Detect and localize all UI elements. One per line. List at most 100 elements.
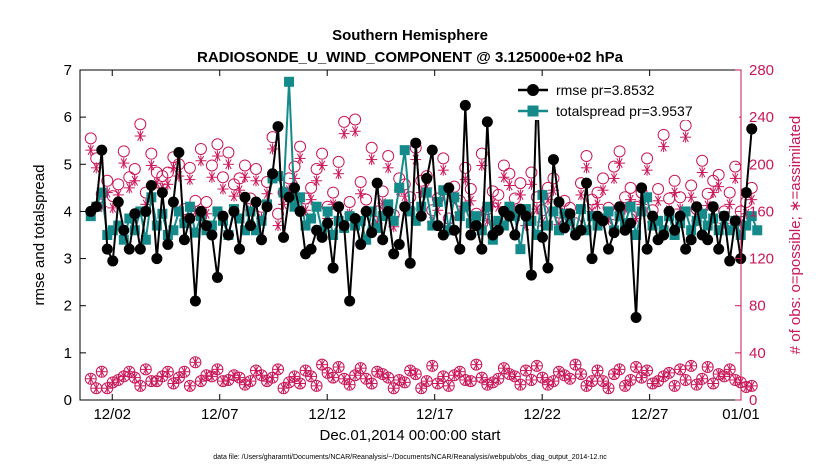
obs-possible-point <box>503 167 516 180</box>
x-tick-label: 01/01 <box>722 406 760 423</box>
totalspread-point <box>394 182 405 193</box>
y-axis-label-right: # of obs: o=possible; ∗=assimilated <box>787 116 804 355</box>
obs-assimilated-low-point <box>520 365 532 377</box>
obs-possible-point <box>332 155 345 168</box>
obs-assimilated-point <box>211 150 223 162</box>
obs-assimilated-point <box>685 191 697 203</box>
obs-possible-point <box>84 132 97 145</box>
legend-spread-label: totalspread pr=3.9537 <box>556 103 693 119</box>
obs-assimilated-low-point <box>569 359 581 371</box>
obs-assimilated-low-point <box>140 363 152 375</box>
obs-assimilated-low-point <box>492 373 504 385</box>
obs-possible-point <box>211 138 224 151</box>
y-axis-left: 0 1 2 3 4 5 6 7 <box>64 62 86 409</box>
obs-assimilated-low-point <box>525 374 537 386</box>
rmse-point <box>702 234 714 246</box>
obs-assimilated-low-point <box>267 372 279 384</box>
rmse-point <box>189 295 201 307</box>
y-right-tick-label: 40 <box>749 345 766 362</box>
rmse-point <box>558 222 570 234</box>
obs-possible-point <box>327 186 340 199</box>
rmse-point <box>476 243 488 255</box>
obs-assimilated-low-point <box>685 360 697 372</box>
obs-assimilated-point <box>316 159 328 171</box>
totalspread-point <box>432 197 443 207</box>
totalspread-point <box>449 192 460 203</box>
totalspread-point <box>311 201 322 212</box>
obs-assimilated-low-point <box>366 378 378 389</box>
rmse-point <box>101 243 113 255</box>
obs-possible-point <box>674 191 687 204</box>
rmse-point <box>647 210 659 222</box>
footer-datafile: data file: /Users/gharamti/Documents/NCA… <box>213 454 607 461</box>
totalspread-point <box>504 201 515 212</box>
y-tick-label: 4 <box>64 203 72 220</box>
totalspread-point <box>653 215 664 226</box>
rmse-point <box>443 182 455 194</box>
totalspread-point <box>631 230 642 240</box>
rmse-point <box>250 196 262 208</box>
obs-assimilated-point <box>729 172 741 184</box>
obs-possible-point <box>145 147 158 160</box>
totalspread-point <box>410 215 421 226</box>
rmse-point <box>206 229 218 241</box>
totalspread-point <box>388 215 399 226</box>
chart-subtitle: RADIOSONDE_U_WIND_COMPONENT @ 3.125000e+… <box>197 49 624 66</box>
rmse-point <box>355 238 367 250</box>
rmse-point <box>349 213 361 224</box>
rmse-point <box>470 220 482 232</box>
obs-possible-point <box>183 161 196 174</box>
totalspread-point <box>168 225 179 236</box>
obs-assimilated-low-point <box>189 356 201 368</box>
obs-assimilated-point <box>239 171 251 183</box>
rmse-point <box>691 201 703 213</box>
rmse-point <box>465 229 477 241</box>
obs-possible-point <box>459 161 472 174</box>
y-axis-right: 0 40 80 120 160 200 240 280 <box>735 62 774 409</box>
totalspread-point <box>421 187 432 198</box>
obs-assimilated-low-point <box>410 368 422 380</box>
rmse-point <box>669 224 681 236</box>
totalspread-point <box>361 234 372 245</box>
totalspread-point <box>140 234 151 245</box>
obs-assimilated-point <box>680 131 692 143</box>
obs-assimilated-low-point <box>669 380 681 392</box>
rmse-point <box>724 255 736 267</box>
totalspread-point <box>746 211 757 222</box>
obs-possible-point <box>712 168 725 181</box>
obs-possible-point <box>200 196 213 208</box>
obs-possible-point <box>624 181 637 194</box>
obs-assimilated-point <box>580 162 592 174</box>
obs-possible-point <box>696 154 709 167</box>
obs-assimilated-low-point <box>437 370 449 382</box>
obs-possible-point <box>668 174 681 187</box>
totalspread-point <box>493 215 504 226</box>
totalspread-point <box>454 211 465 222</box>
obs-possible-point <box>222 146 235 159</box>
rmse-point <box>107 255 119 267</box>
rmse-point <box>129 208 141 220</box>
obs-possible-point <box>294 140 307 153</box>
totalspread-point <box>284 76 295 87</box>
obs-assimilated-low-point <box>630 361 642 373</box>
rmse-point <box>663 205 675 217</box>
rmse-point <box>713 243 725 255</box>
obs-assimilated-low-point <box>509 370 521 382</box>
totalspread-point <box>575 204 586 215</box>
totalspread-point <box>592 220 603 231</box>
obs-assimilated-low-point <box>586 375 598 387</box>
obs-assimilated-point <box>272 220 284 232</box>
obs-assimilated-point <box>85 144 97 156</box>
totalspread-point <box>675 218 686 229</box>
obs-assimilated-low-point <box>184 380 196 392</box>
totalspread-point <box>184 201 195 212</box>
rmse-point <box>382 205 394 217</box>
y-tick-label: 3 <box>64 251 72 268</box>
obs-assimilated-point <box>707 187 719 199</box>
rmse-point <box>603 243 615 255</box>
totalspread-point <box>113 220 124 231</box>
rmse-point <box>542 262 554 274</box>
totalspread-point <box>377 211 388 222</box>
totalspread-point <box>680 206 691 217</box>
